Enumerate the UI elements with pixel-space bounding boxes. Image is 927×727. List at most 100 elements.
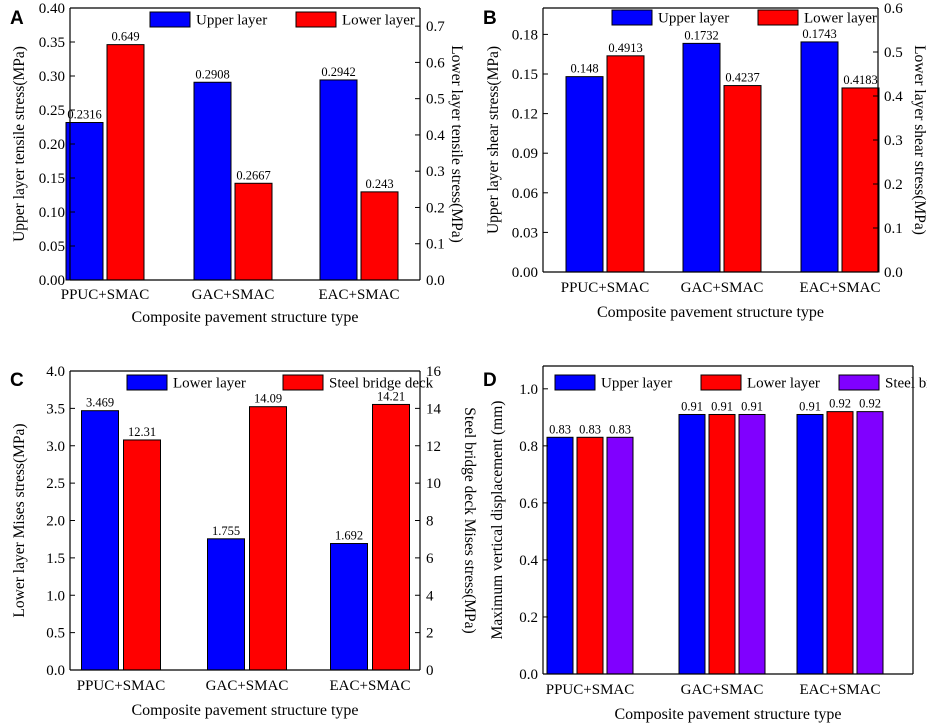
bar: [249, 406, 287, 671]
y2-tick-label: 12: [426, 439, 441, 455]
y-tick-label: 3.5: [46, 401, 65, 417]
legend: Lower layer Steel bridge deck: [126, 374, 434, 392]
legend-label: Steel bridge deck: [885, 376, 927, 392]
y-tick-label: 0.00: [39, 273, 65, 289]
x-tick-label: GAC+SMAC: [681, 682, 764, 698]
y-tick-label: 1.0: [46, 588, 65, 604]
x-tick-label: PPUC+SMAC: [561, 280, 650, 296]
y-tick-label: 0.35: [39, 35, 65, 51]
y-tick-label: 0.0: [46, 663, 65, 679]
x-tick-label: GAC+SMAC: [206, 678, 289, 694]
bar: [796, 413, 824, 675]
data-label: 0.4237: [725, 71, 759, 85]
data-label: 0.1732: [684, 28, 718, 42]
x-tick-label: GAC+SMAC: [681, 280, 764, 296]
x-tick-label: EAC+SMAC: [330, 678, 411, 694]
y-tick-label: 0.15: [39, 171, 65, 187]
y-tick-label: 0.2: [519, 610, 538, 626]
y-tick-label: 0.40: [39, 1, 65, 17]
y2-tick-label: 0.3: [884, 133, 903, 149]
bar: [606, 436, 634, 675]
y2-tick-label: 4: [426, 588, 434, 604]
x-tick-label: GAC+SMAC: [192, 287, 275, 303]
legend-swatch: [282, 374, 324, 391]
panel-label: B: [483, 8, 497, 29]
panel-label: C: [10, 370, 24, 391]
data-label: 0.91: [799, 399, 821, 413]
bar: [319, 79, 358, 281]
bar: [678, 413, 706, 675]
y-tick-label: 0.00: [512, 265, 538, 281]
y-tick-label: 0.5: [46, 626, 65, 642]
legend-label: Steel bridge deck: [329, 376, 434, 392]
y2-tick-label: 8: [426, 514, 434, 530]
y2-tick-label: 0.1: [426, 237, 445, 253]
y-tick-label: 0.25: [39, 103, 65, 119]
y2-tick-label: 6: [426, 551, 434, 567]
x-axis-title: Composite pavement structure type: [131, 309, 358, 326]
legend: Upper layer Lower layer Steel bridge deck: [554, 374, 927, 392]
y-tick-label: 0.4: [519, 553, 538, 569]
data-label: 0.2942: [321, 65, 355, 79]
y2-axis-title: Steel bridge deck Mises stress(MPa): [461, 407, 478, 633]
legend-swatch: [554, 374, 596, 391]
y-tick-label: 0.06: [512, 186, 539, 202]
y-axis-title: Upper layer tensile stress(MPa): [11, 46, 28, 242]
data-label: 0.649: [111, 30, 139, 44]
bar: [81, 410, 119, 671]
legend-swatch: [700, 374, 742, 391]
y-tick-label: 0.12: [512, 107, 538, 123]
x-axis-title: Composite pavement structure type: [597, 304, 824, 321]
data-label: 12.31: [128, 425, 156, 439]
y2-tick-label: 14: [426, 401, 442, 417]
y2-tick-label: 0.4: [884, 89, 903, 105]
y-tick-label: 0.0: [519, 667, 538, 683]
bar: [576, 436, 604, 675]
bar: [723, 85, 762, 273]
y-tick-label: 0.09: [512, 146, 538, 162]
data-label: 0.92: [829, 397, 851, 411]
bar: [360, 191, 399, 281]
data-label: 14.09: [254, 392, 282, 406]
bar: [65, 122, 104, 281]
legend: Upper layer Lower layer: [611, 9, 877, 27]
data-label: 0.2667: [236, 168, 270, 182]
y-tick-label: 0.18: [512, 27, 538, 43]
legend-label: Lower layer: [173, 376, 246, 392]
bar: [826, 411, 854, 675]
data-label: 0.92: [859, 397, 881, 411]
x-tick-label: EAC+SMAC: [800, 280, 881, 296]
panel-a: A 0.2316 0.2908 0.2942 0.649 0.2667 0.243 0.00 0…: [10, 1, 465, 326]
x-tick-label: PPUC+SMAC: [546, 682, 635, 698]
y-tick-label: 4.0: [46, 364, 65, 380]
data-label: 0.2316: [67, 108, 101, 122]
y2-tick-label: 0.1: [884, 221, 903, 237]
data-label: 0.1743: [802, 27, 836, 41]
x-axis-title: Composite pavement structure type: [614, 706, 841, 723]
bar: [330, 543, 368, 671]
legend-swatch: [838, 374, 880, 391]
y-tick-label: 0.8: [519, 439, 538, 455]
bar: [841, 87, 880, 273]
y2-tick-label: 0.6: [884, 1, 903, 17]
bar: [738, 413, 766, 675]
legend-swatch: [126, 374, 168, 391]
y2-tick-label: 16: [426, 364, 442, 380]
y-tick-label: 0.05: [39, 239, 65, 255]
y-tick-label: 1.5: [46, 551, 65, 567]
bar: [372, 403, 410, 671]
y2-tick-label: 0: [426, 663, 434, 679]
x-tick-label: EAC+SMAC: [319, 287, 400, 303]
bar: [682, 42, 721, 273]
y-tick-label: 0.20: [39, 137, 65, 153]
y2-tick-label: 0.4: [426, 128, 445, 144]
legend-label: Upper layer: [658, 11, 729, 27]
panel-label: D: [483, 370, 497, 391]
data-label: 1.692: [335, 529, 363, 543]
data-label: 0.4183: [843, 73, 877, 87]
x-axis-title: Composite pavement structure type: [131, 702, 358, 719]
data-label: 3.469: [86, 396, 114, 410]
y2-tick-label: 0.2: [426, 200, 445, 216]
y-axis-title: Maximum vertical displacement (mm): [489, 401, 506, 640]
legend-swatch: [611, 9, 653, 26]
